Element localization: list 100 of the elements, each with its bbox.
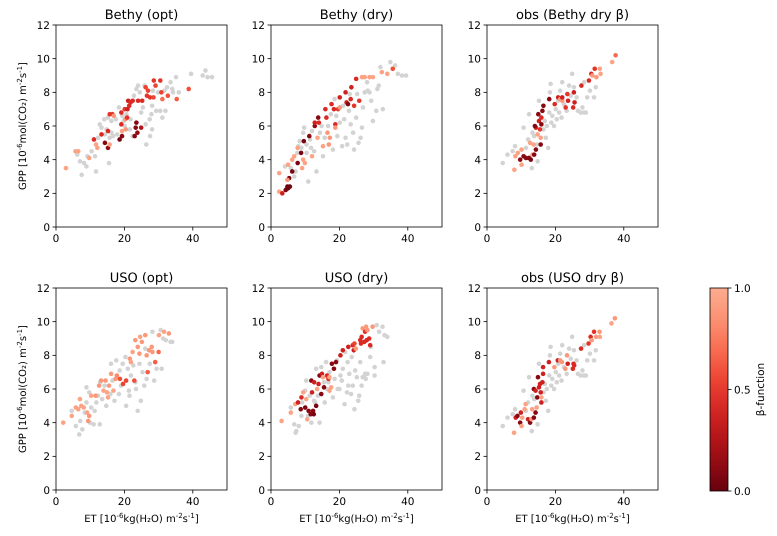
- point: [337, 95, 342, 100]
- y-tick-label: 6: [43, 120, 50, 133]
- point: [510, 412, 515, 417]
- y-tick-label: 8: [474, 87, 481, 100]
- point: [505, 415, 510, 420]
- y-tick-label: 6: [474, 120, 482, 133]
- y-tick-label: 10: [252, 53, 265, 66]
- x-tick-label: 0: [484, 496, 490, 508]
- point: [564, 372, 569, 376]
- point: [354, 346, 358, 351]
- point: [325, 130, 330, 136]
- point: [584, 358, 590, 363]
- y-tick-label: 12: [36, 20, 50, 32]
- point: [518, 410, 524, 415]
- point: [174, 96, 180, 102]
- point: [302, 138, 306, 144]
- point: [64, 166, 68, 170]
- point: [570, 105, 576, 110]
- point: [88, 393, 94, 398]
- point: [524, 146, 528, 150]
- point: [546, 146, 551, 150]
- point: [104, 404, 109, 408]
- point: [544, 398, 548, 404]
- point: [86, 414, 92, 418]
- point: [117, 368, 122, 373]
- point: [316, 120, 322, 125]
- point: [332, 125, 338, 130]
- point: [531, 142, 536, 147]
- color-bar-label: 0.5: [734, 384, 751, 396]
- point: [572, 90, 576, 95]
- point: [346, 344, 351, 350]
- point: [154, 366, 159, 372]
- point: [97, 422, 102, 427]
- point: [500, 160, 506, 166]
- point: [106, 146, 110, 150]
- y-tick-label: 0: [474, 222, 481, 234]
- point: [76, 406, 81, 412]
- point: [533, 410, 538, 415]
- point: [142, 332, 148, 338]
- point: [365, 328, 370, 332]
- point: [106, 395, 110, 400]
- x-tick-label: 20: [118, 496, 132, 508]
- point: [135, 408, 140, 414]
- point: [286, 162, 290, 168]
- point: [544, 135, 548, 140]
- point: [370, 74, 376, 80]
- x-tick-label: 40: [401, 233, 414, 245]
- point: [135, 344, 140, 350]
- point: [570, 72, 574, 76]
- x-axis-title: ET [10$^{-6}$kg(H₂O) m$^{-2}$s$^{-1}$]: [299, 512, 414, 525]
- point: [535, 422, 540, 427]
- chart-title: Bethy (opt): [104, 8, 178, 23]
- point: [163, 338, 168, 342]
- y-tick-label: 2: [258, 451, 265, 464]
- point: [539, 395, 544, 400]
- point: [137, 351, 142, 356]
- point: [144, 353, 149, 358]
- point: [140, 340, 144, 344]
- y-tick-label: 6: [258, 120, 266, 133]
- y-tick-label: 6: [43, 384, 50, 396]
- point: [532, 134, 536, 138]
- point: [133, 338, 138, 342]
- y-tick-label: 8: [258, 87, 265, 100]
- point: [86, 390, 92, 395]
- point: [588, 88, 592, 93]
- point: [592, 329, 596, 334]
- point: [323, 106, 328, 112]
- point: [103, 378, 108, 383]
- point: [610, 60, 614, 64]
- y-tick-label: 0: [474, 484, 481, 497]
- point: [326, 142, 332, 147]
- point: [540, 372, 546, 376]
- point: [579, 83, 584, 88]
- point: [84, 385, 89, 390]
- point: [102, 140, 108, 146]
- point: [138, 125, 144, 130]
- point: [125, 106, 130, 112]
- point: [78, 396, 82, 402]
- y-tick-label: 0: [43, 484, 50, 497]
- point: [93, 393, 98, 398]
- point: [598, 66, 602, 72]
- point: [521, 125, 526, 130]
- point: [519, 147, 524, 152]
- point: [612, 316, 618, 321]
- point: [94, 400, 99, 405]
- point: [586, 78, 592, 83]
- x-tick-label: 20: [548, 496, 562, 508]
- point: [566, 346, 572, 351]
- y-tick-label: 2: [258, 188, 265, 200]
- point: [572, 84, 576, 90]
- y-tick-label: 10: [468, 316, 481, 328]
- x-tick-label: 0: [268, 233, 274, 245]
- point: [149, 344, 154, 350]
- point: [299, 395, 304, 400]
- point: [582, 80, 586, 85]
- point: [311, 412, 316, 417]
- point: [158, 78, 163, 83]
- point: [613, 53, 618, 58]
- point: [124, 404, 128, 408]
- point: [302, 160, 308, 166]
